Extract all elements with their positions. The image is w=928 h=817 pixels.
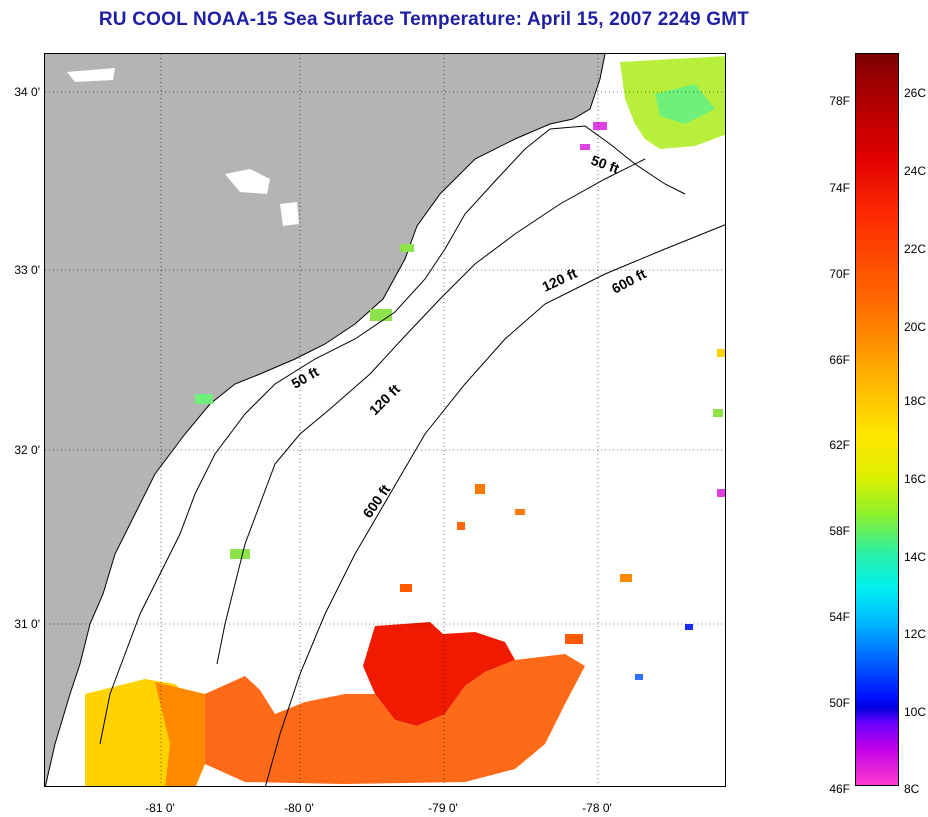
- sst-speck: [457, 522, 465, 530]
- sst-speck: [635, 674, 643, 680]
- lat-label-34: 34 0': [14, 85, 40, 99]
- contour-label-120ft-lower: 120 ft: [366, 381, 403, 418]
- sst-speck: [195, 394, 213, 404]
- colorbar-f-78: 78F: [829, 94, 850, 108]
- colorbar-c-22: 22C: [904, 242, 927, 256]
- colorbar-f-70: 70F: [829, 267, 850, 281]
- sst-map-svg: 50 ft 120 ft 600 ft 50 ft 120 ft 600 ft: [45, 54, 725, 786]
- colorbar-f-58: 58F: [829, 524, 850, 538]
- colorbar-f-62: 62F: [829, 438, 850, 452]
- lat-label-31: 31 0': [14, 617, 40, 631]
- isobath-50ft: [549, 125, 686, 195]
- colorbar-f-50: 50F: [829, 696, 850, 710]
- colorbar-c-24: 24C: [904, 164, 927, 178]
- coastline: [45, 54, 606, 786]
- lon-label-78: -78 0': [582, 801, 612, 815]
- lon-label-81: -81 0': [145, 801, 175, 815]
- sst-speck: [717, 349, 725, 357]
- sst-speck: [230, 549, 250, 559]
- sst-speck: [580, 144, 590, 150]
- colorbar-f-74: 74F: [829, 181, 850, 195]
- inland-lake: [225, 169, 270, 194]
- graticule: [45, 54, 725, 786]
- lon-label-80: -80 0': [284, 801, 314, 815]
- sst-map: 50 ft 120 ft 600 ft 50 ft 120 ft 600 ft: [44, 53, 726, 787]
- sst-speck: [713, 409, 723, 417]
- colorbar-c-12: 12C: [904, 627, 927, 641]
- colorbar-c-10: 10C: [904, 705, 927, 719]
- colorbar-c-8: 8C: [904, 782, 920, 796]
- colorbar-f-54: 54F: [829, 610, 850, 624]
- sst-speck: [565, 634, 583, 644]
- colorbar-c-26: 26C: [904, 86, 927, 100]
- sst-speck: [620, 574, 632, 582]
- colorbar-c-20: 20C: [904, 320, 927, 334]
- map-title: RU COOL NOAA-15 Sea Surface Temperature:…: [98, 9, 750, 30]
- sst-speck: [593, 122, 607, 130]
- isobath-120ft: [216, 158, 646, 665]
- contour-label-50ft-upper: 50 ft: [589, 152, 622, 177]
- inland-lake: [280, 202, 299, 226]
- sst-speck: [400, 584, 412, 592]
- isobath-50ft: [99, 128, 551, 745]
- lat-label-33: 33 0': [14, 263, 40, 277]
- contour-label-600ft-lower: 600 ft: [359, 481, 393, 520]
- sst-cool-patch: [655, 84, 715, 124]
- contour-label-50ft-lower: 50 ft: [289, 363, 322, 391]
- lon-label-79: -79 0': [428, 801, 458, 815]
- inland-lake: [67, 68, 115, 82]
- lat-label-32: 32 0': [14, 443, 40, 457]
- colorbar-c-18: 18C: [904, 394, 927, 408]
- colorbar-c-14: 14C: [904, 550, 927, 564]
- sst-speck: [685, 624, 693, 630]
- colorbar-c-16: 16C: [904, 472, 927, 486]
- sst-warm-zone: [205, 654, 585, 784]
- land-mass: [45, 54, 605, 786]
- sst-speck: [370, 309, 392, 321]
- temperature-colorbar: [855, 53, 899, 786]
- sst-speck: [475, 484, 485, 494]
- colorbar-f-66: 66F: [829, 353, 850, 367]
- sst-speck: [400, 244, 414, 252]
- sst-warm-core: [385, 629, 485, 714]
- sst-speck: [515, 509, 525, 515]
- sst-data: [85, 56, 725, 786]
- sst-orange-edge: [155, 682, 205, 786]
- colorbar-f-46: 46F: [829, 782, 850, 796]
- sst-speck: [717, 489, 725, 497]
